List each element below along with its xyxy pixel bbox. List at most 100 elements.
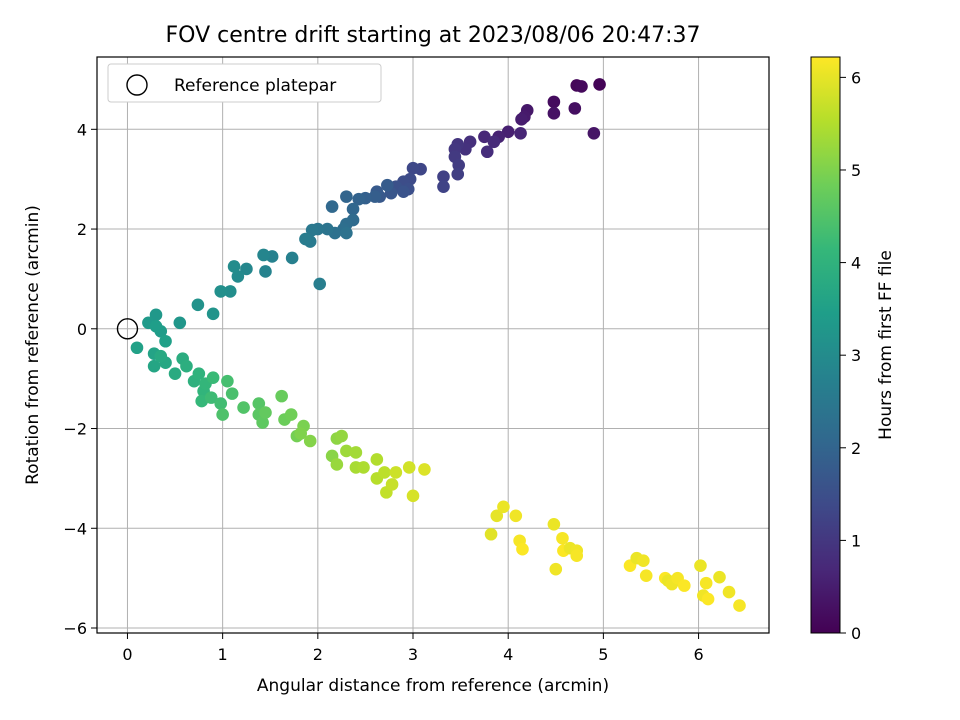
- x-tick-label: 5: [598, 645, 608, 664]
- data-point: [149, 308, 163, 322]
- data-point: [147, 359, 161, 373]
- colorbar-gradient: [810, 56, 841, 634]
- data-point: [514, 127, 527, 140]
- data-point: [733, 599, 746, 612]
- data-point: [214, 285, 228, 298]
- data-point: [340, 190, 353, 203]
- plot-frame: [96, 56, 770, 634]
- data-point: [389, 466, 403, 479]
- data-point: [191, 298, 205, 312]
- reference-marker: [116, 318, 139, 340]
- data-point: [406, 161, 420, 175]
- data-point: [352, 192, 366, 206]
- x-tick-label: 4: [503, 645, 513, 664]
- data-point: [478, 130, 491, 144]
- x-tick-label: 1: [218, 645, 228, 664]
- data-point: [284, 408, 298, 421]
- legend: Reference platepar: [107, 63, 382, 103]
- data-point: [240, 262, 253, 276]
- data-point: [173, 316, 187, 330]
- colorbar-tick-label: 0: [851, 624, 861, 643]
- data-point: [223, 285, 237, 298]
- data-point: [257, 248, 270, 262]
- data-point: [214, 397, 228, 410]
- colorbar-tick-label: 3: [851, 346, 861, 365]
- legend-marker-circle: [126, 74, 148, 96]
- x-tick-label: 6: [693, 645, 703, 664]
- data-point: [547, 517, 561, 531]
- data-point: [437, 170, 450, 183]
- data-point: [677, 579, 691, 592]
- colorbar-label: Hours from first FF file: [876, 250, 896, 440]
- data-point: [259, 406, 272, 419]
- data-point: [549, 562, 563, 576]
- data-point: [149, 319, 163, 333]
- data-point: [637, 554, 650, 567]
- plot-area: [97, 57, 769, 633]
- data-point: [547, 95, 561, 109]
- y-tick-label: −2: [63, 420, 87, 439]
- colorbar-tick-label: 5: [851, 161, 861, 180]
- data-point: [303, 434, 317, 448]
- data-point: [325, 200, 339, 213]
- data-point: [501, 125, 515, 139]
- data-point: [397, 185, 410, 198]
- data-point: [130, 341, 144, 355]
- data-point: [252, 397, 266, 410]
- data-point: [349, 446, 363, 459]
- y-tick-label: 2: [77, 220, 87, 239]
- data-point: [294, 427, 307, 440]
- data-point: [451, 167, 465, 181]
- data-point: [180, 359, 193, 373]
- data-point: [305, 223, 319, 237]
- data-point: [357, 461, 370, 474]
- data-point: [195, 394, 209, 408]
- colorbar-tick-label: 6: [851, 68, 861, 87]
- data-point: [204, 391, 218, 404]
- data-point: [509, 509, 523, 523]
- scatter-points: [130, 78, 746, 612]
- data-point: [330, 458, 344, 471]
- y-tick-label: −4: [63, 519, 87, 538]
- data-point: [713, 570, 726, 584]
- data-point: [593, 78, 606, 91]
- x-axis-label: Angular distance from reference (arcmin): [257, 676, 609, 696]
- data-point: [639, 569, 653, 582]
- grid-lines: [97, 57, 769, 633]
- data-point: [497, 500, 510, 514]
- data-point: [340, 444, 353, 458]
- data-point: [275, 389, 288, 403]
- data-point: [516, 542, 529, 556]
- data-point: [378, 466, 391, 479]
- data-point: [381, 178, 394, 192]
- data-point: [418, 463, 431, 476]
- colorbar-tick-label: 2: [851, 439, 861, 458]
- data-point: [231, 270, 245, 283]
- data-point: [159, 334, 172, 348]
- data-point: [285, 251, 299, 265]
- data-point: [335, 429, 348, 443]
- data-point: [227, 260, 241, 273]
- data-point: [487, 135, 501, 149]
- data-point: [313, 277, 327, 291]
- data-point: [385, 478, 399, 491]
- data-point: [406, 489, 420, 503]
- data-point: [340, 226, 353, 240]
- y-tick-label: −6: [63, 619, 87, 638]
- reference-point-circle: [116, 318, 139, 340]
- data-point: [568, 102, 582, 115]
- colorbar-tick-label: 4: [851, 254, 861, 273]
- data-point: [556, 531, 569, 545]
- data-point: [694, 559, 707, 572]
- legend-box: [107, 63, 382, 103]
- x-tick-label: 2: [313, 645, 323, 664]
- data-point: [402, 461, 416, 474]
- x-tick-label: 0: [122, 645, 132, 664]
- data-point: [437, 180, 450, 193]
- data-point: [321, 222, 334, 236]
- data-point: [490, 509, 504, 523]
- data-point: [221, 374, 234, 388]
- data-point: [368, 190, 382, 203]
- data-point: [206, 307, 220, 321]
